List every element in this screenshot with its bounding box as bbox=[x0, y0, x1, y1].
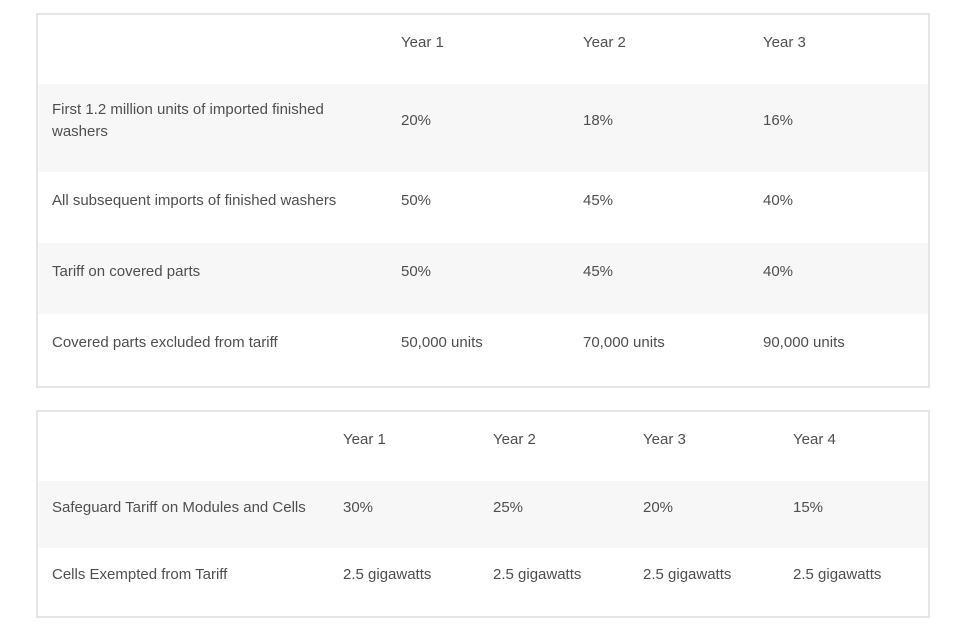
column-header-empty bbox=[37, 14, 387, 84]
row-label: Tariff on covered parts bbox=[52, 262, 201, 280]
cell-value: 50% bbox=[401, 262, 432, 280]
table-header-row: Year 1 Year 2 Year 3 Year 4 bbox=[37, 411, 929, 481]
washer-tariffs-table: Year 1 Year 2 Year 3 First 1.2 million u… bbox=[36, 13, 930, 388]
row-label: Cells Exempted from Tariff bbox=[52, 566, 228, 584]
table-row: First 1.2 million units of imported fini… bbox=[37, 84, 929, 172]
cell-value: 20% bbox=[401, 112, 432, 130]
solar-tariffs-table: Year 1 Year 2 Year 3 Year 4 Safeguard Ta… bbox=[36, 410, 930, 618]
cell-value: 90,000 units bbox=[763, 334, 845, 352]
cell-value: 50% bbox=[401, 191, 432, 209]
column-header-year3: Year 3 bbox=[643, 430, 686, 448]
table-row: Covered parts excluded from tariff 50,00… bbox=[37, 314, 929, 387]
column-header-empty bbox=[37, 411, 329, 481]
table-row: Cells Exempted from Tariff 2.5 gigawatts… bbox=[37, 548, 929, 617]
cell-value: 2.5 gigawatts bbox=[343, 566, 432, 584]
row-label: First 1.2 million units of imported fini… bbox=[52, 101, 324, 140]
cell-value: 2.5 gigawatts bbox=[793, 566, 882, 584]
cell-value: 50,000 units bbox=[401, 334, 483, 352]
column-header-year1: Year 1 bbox=[401, 33, 444, 51]
table-row: All subsequent imports of finished washe… bbox=[37, 172, 929, 243]
table-row: Tariff on covered parts 50% 45% 40% bbox=[37, 243, 929, 314]
column-header-year4: Year 4 bbox=[793, 430, 836, 448]
row-label: Covered parts excluded from tariff bbox=[52, 334, 278, 352]
cell-value: 16% bbox=[763, 112, 794, 130]
tables-container: Year 1 Year 2 Year 3 First 1.2 million u… bbox=[36, 13, 930, 618]
column-header-year2: Year 2 bbox=[493, 430, 536, 448]
cell-value: 18% bbox=[583, 112, 614, 130]
table-row: Safeguard Tariff on Modules and Cells 30… bbox=[37, 481, 929, 548]
cell-value: 70,000 units bbox=[583, 334, 665, 352]
cell-value: 20% bbox=[643, 498, 674, 516]
cell-value: 2.5 gigawatts bbox=[493, 566, 582, 584]
cell-value: 40% bbox=[763, 262, 794, 280]
cell-value: 15% bbox=[793, 498, 824, 516]
cell-value: 25% bbox=[493, 498, 524, 516]
row-label: Safeguard Tariff on Modules and Cells bbox=[52, 498, 306, 516]
cell-value: 45% bbox=[583, 191, 614, 209]
cell-value: 40% bbox=[763, 191, 794, 209]
column-header-year1: Year 1 bbox=[343, 430, 386, 448]
cell-value: 2.5 gigawatts bbox=[643, 566, 732, 584]
column-header-year3: Year 3 bbox=[763, 33, 806, 51]
cell-value: 30% bbox=[343, 498, 374, 516]
cell-value: 45% bbox=[583, 262, 614, 280]
row-label: All subsequent imports of finished washe… bbox=[52, 191, 337, 209]
column-header-year2: Year 2 bbox=[583, 33, 626, 51]
table-header-row: Year 1 Year 2 Year 3 bbox=[37, 14, 929, 84]
